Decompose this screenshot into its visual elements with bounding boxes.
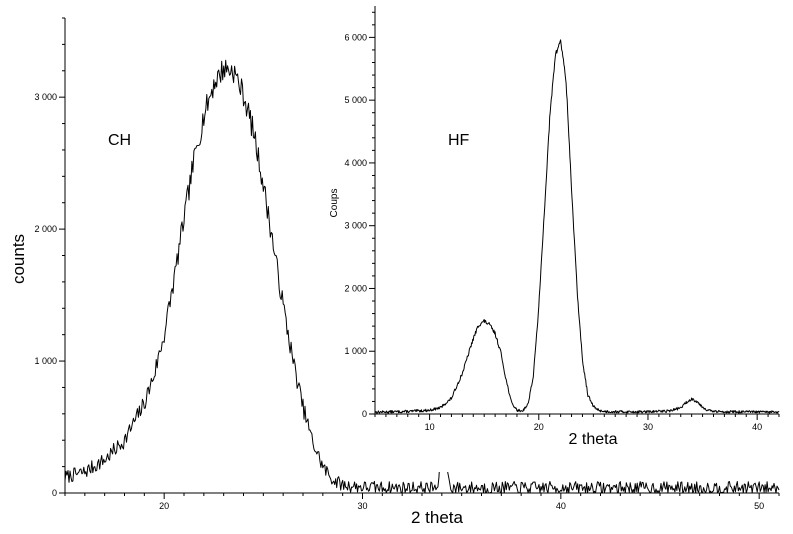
main-y-tick-label: 3 000 <box>34 92 57 102</box>
main-y-tick-label: 1 000 <box>34 356 57 366</box>
main-series-line <box>64 59 780 494</box>
inset-x-tick-label: 40 <box>752 422 762 432</box>
inset-y-tick-label: 6 000 <box>344 32 367 42</box>
main-x-tick-label: 30 <box>357 501 367 511</box>
main-y-axis-label: counts <box>9 234 28 284</box>
inset-y-tick-label: 2 000 <box>344 283 367 293</box>
inset-series-line <box>374 39 780 414</box>
inset-background <box>372 6 782 472</box>
inset-y-tick-label: 3 000 <box>344 221 367 231</box>
inset-y-tick-label: 5 000 <box>344 95 367 105</box>
main-y-tick-label: 2 000 <box>34 224 57 234</box>
main-x-axis-label: 2 theta <box>411 508 464 527</box>
inset-y-tick-label: 0 <box>362 409 367 419</box>
main-ticks: 20 30 40 50 0 1 000 2 000 3 000 <box>34 17 780 511</box>
inset-y-axis-label: Coups <box>329 189 340 218</box>
main-series-label: CH <box>108 132 131 149</box>
main-x-tick-label: 50 <box>754 501 764 511</box>
inset-ticks: 10 20 30 40 0 1 000 2 000 3 000 4 000 5 000 6 000 <box>344 11 780 432</box>
main-y-tick-label: 0 <box>52 488 57 498</box>
inset-x-tick-label: 10 <box>425 422 435 432</box>
inset-x-tick-label: 30 <box>643 422 653 432</box>
inset-series-label: HF <box>448 132 470 149</box>
inset-x-axis-label: 2 theta <box>569 431 618 448</box>
inset-x-tick-label: 20 <box>534 422 544 432</box>
main-x-tick-label: 40 <box>556 501 566 511</box>
inset-y-tick-label: 4 000 <box>344 158 367 168</box>
main-x-tick-label: 20 <box>159 501 169 511</box>
inset-y-tick-label: 1 000 <box>344 346 367 356</box>
